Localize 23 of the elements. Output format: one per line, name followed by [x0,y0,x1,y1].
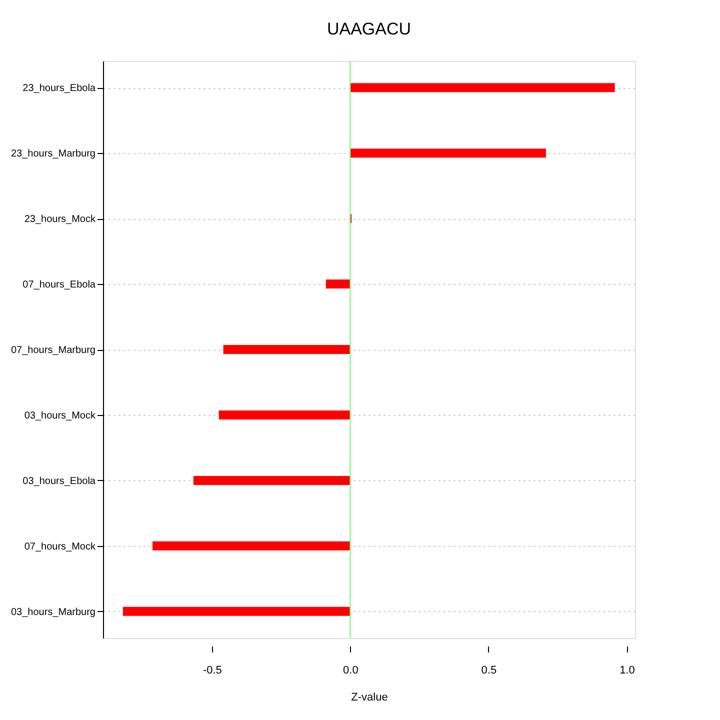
bar [193,476,350,485]
bar [223,345,350,354]
y-tick-label: 23_hours_Ebola [22,83,96,94]
y-tick-label: 03_hours_Marburg [11,606,96,618]
y-tick-label: 23_hours_Mock [24,214,96,226]
x-tick-label: 1.0 [620,664,635,676]
y-tick-label: 03_hours_Ebola [22,476,96,487]
y-tick-label: 03_hours_Mock [24,410,96,422]
bar [326,280,350,289]
y-tick-label: 07_hours_Marburg [11,345,96,356]
bar [152,541,350,550]
y-tick-label: 23_hours_Marburg [11,148,96,160]
bar [350,148,546,158]
x-axis-title: Z-value [351,692,388,704]
x-tick-label: 0.5 [481,664,497,676]
bar [122,606,350,616]
y-tick-label: 07_hours_Ebola [22,280,96,291]
x-tick-label: -0.5 [202,664,222,676]
bar [350,83,615,92]
x-tick-label: 0.0 [343,664,358,676]
y-tick-label: 07_hours_Mock [24,541,96,552]
bar [218,410,350,420]
chart-title: UAAGACU [326,20,412,38]
